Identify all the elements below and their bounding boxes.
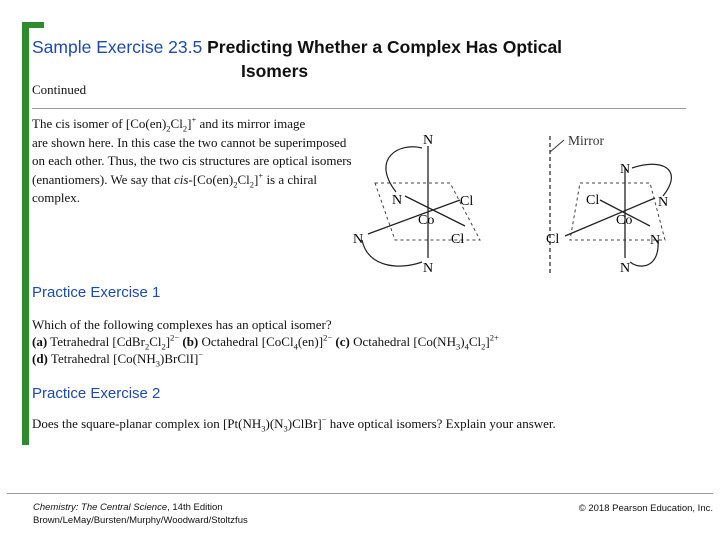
footer-divider xyxy=(7,493,713,494)
slide-title: Sample Exercise 23.5 Predicting Whether … xyxy=(32,36,563,81)
practice-2-title: Practice Exercise 2 xyxy=(32,385,161,402)
left-atom-center: Co xyxy=(418,213,434,228)
authors: Brown/LeMay/Bursten/Murphy/Woodward/Stol… xyxy=(33,515,248,526)
mirror-label: Mirror xyxy=(568,133,604,148)
right-atom-bottom: N xyxy=(620,261,630,276)
right-atom-left-upper: Cl xyxy=(586,193,599,208)
footer-citation: Chemistry: The Central Science, 14th Edi… xyxy=(33,502,248,526)
exercise-title: Predicting Whether a Complex Has Optical xyxy=(207,37,563,57)
practice-2-body: Does the square-planar complex ion [Pt(N… xyxy=(32,414,556,434)
left-atom-right-lower: Cl xyxy=(451,232,464,247)
divider xyxy=(32,108,686,109)
continued-label: Continued xyxy=(32,82,87,97)
enantiomer-diagram: Mirror N N Co Cl Cl N N N Cl Co N Cl N N xyxy=(353,133,672,276)
right-atom-center: Co xyxy=(616,213,632,228)
right-atom-right: N xyxy=(658,195,668,210)
left-isomer: N N Co Cl Cl N N xyxy=(353,133,481,276)
explanation-paragraph: The cis isomer of [Co(en)2Cl2]+ and its … xyxy=(32,114,352,205)
mirror-leader xyxy=(549,139,565,153)
right-atom-top: N xyxy=(620,162,630,177)
book-title: Chemistry: The Central Science xyxy=(33,502,168,513)
exercise-title-line2: Isomers xyxy=(241,61,309,81)
right-isomer: N Cl Co N Cl N N xyxy=(546,162,672,276)
left-atom-bottom-left: N xyxy=(353,232,363,247)
left-atom-top: N xyxy=(423,133,433,148)
right-atom-bottom-right: N xyxy=(650,233,660,248)
left-atom-bottom: N xyxy=(423,261,433,276)
copyright: © 2018 Pearson Education, Inc. xyxy=(578,503,713,514)
exercise-number: Sample Exercise 23.5 xyxy=(32,37,203,57)
accent-bar-top xyxy=(22,22,44,28)
accent-bar xyxy=(22,22,29,445)
practice-1-title: Practice Exercise 1 xyxy=(32,284,161,301)
practice-1-body: Which of the following complexes has an … xyxy=(32,317,499,369)
left-atom-left: N xyxy=(392,193,402,208)
left-atom-right-upper: Cl xyxy=(460,194,473,209)
right-atom-left-lower: Cl xyxy=(546,232,559,247)
